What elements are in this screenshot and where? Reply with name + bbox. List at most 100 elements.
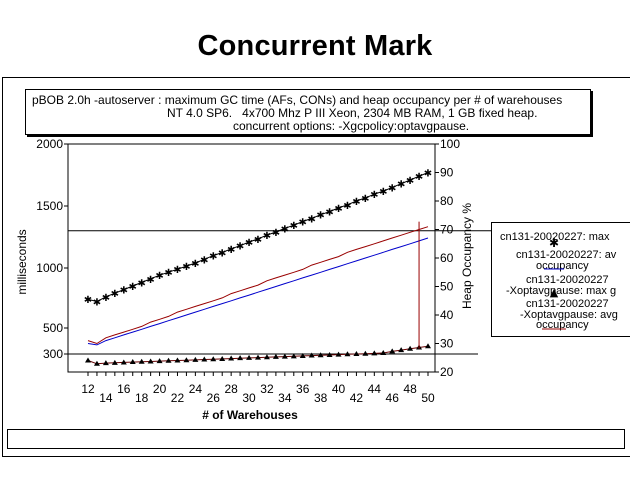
series-line-1 — [87, 237, 429, 346]
series-0-point-20: ✱ — [263, 231, 271, 242]
legend-entry-2-line-1: cn131-20020227: av — [516, 249, 617, 261]
x-tick-label-top-0: 12 — [81, 382, 95, 396]
series-2-point-6 — [138, 358, 145, 364]
y2-tick-label-6: 80 — [440, 194, 454, 208]
series-0-point-1: ✱ — [93, 298, 101, 309]
series-0-point-31: ✱ — [361, 194, 369, 205]
series-0-point-22: ✱ — [281, 224, 289, 235]
series-2-point-22 — [281, 353, 288, 359]
chart-legend: cn131-20020227: max cn131-20020227: av o… — [491, 222, 630, 337]
series-2-point-24 — [299, 352, 306, 358]
series-2-point-11 — [183, 357, 190, 363]
series-2-point-12 — [192, 356, 199, 362]
x-axis-label: # of Warehouses — [202, 408, 298, 422]
series-0-point-18: ✱ — [245, 238, 253, 249]
y2-tick-label-5: 70 — [440, 223, 454, 237]
x-tick-label-top-5: 32 — [260, 382, 274, 396]
series-0-point-17: ✱ — [236, 242, 244, 253]
legend-entry-1-line-1: cn131-20020227: max — [500, 231, 610, 243]
y-tick-label-2: 1000 — [36, 261, 63, 275]
x-tick-label-top-7: 40 — [332, 382, 346, 396]
y2-tick-label-7: 90 — [440, 166, 454, 180]
series-line-3 — [87, 226, 429, 345]
series-2-point-9 — [165, 357, 172, 363]
series-0-point-0: ✱ — [84, 295, 92, 306]
legend-entry-4-line-3: occupancy — [536, 319, 589, 331]
x-tick-label-bottom-7: 42 — [350, 391, 364, 405]
series-0-point-4: ✱ — [120, 286, 128, 297]
x-tick-label-bottom-9: 50 — [421, 391, 435, 405]
series-0-point-13: ✱ — [200, 255, 208, 266]
series-0-point-33: ✱ — [379, 187, 387, 198]
legend-swatches: ✱ ▲ — [542, 236, 566, 330]
x-tick-label-bottom-8: 46 — [386, 391, 400, 405]
series-2-point-18 — [246, 354, 253, 360]
series-0-point-36: ✱ — [406, 176, 414, 187]
x-tick-label-top-2: 20 — [153, 382, 167, 396]
series-0-point-21: ✱ — [272, 228, 280, 239]
series-2-point-3 — [111, 359, 118, 365]
series-2-point-13 — [201, 356, 208, 362]
series-2-point-38 — [425, 343, 431, 349]
y2-tick-label-1: 30 — [440, 337, 454, 351]
series-2-point-7 — [147, 358, 154, 364]
series-line-0 — [87, 172, 429, 303]
series-0-point-5: ✱ — [129, 282, 137, 293]
series-0-point-16: ✱ — [227, 245, 235, 256]
series-2-point-8 — [156, 358, 163, 364]
series-2-point-34 — [389, 348, 396, 354]
y2-axis-label: Heap Occupancy % — [460, 203, 474, 309]
series-2-point-14 — [210, 356, 217, 362]
series-0-point-9: ✱ — [164, 268, 172, 279]
y2-tick-label-3: 50 — [440, 280, 454, 294]
series-0-point-3: ✱ — [111, 289, 119, 300]
legend-entry-4-line-2: -Xoptavgpause: avg — [520, 309, 618, 321]
series-2-point-19 — [255, 354, 261, 360]
series-2-point-10 — [174, 357, 181, 363]
series-2-point-33 — [380, 349, 387, 355]
series-0-point-7: ✱ — [146, 275, 154, 286]
legend-entry-3-line-1: cn131-20020227 — [526, 274, 609, 286]
series-2-point-15 — [219, 355, 226, 361]
y-axis-label: milliseconds — [15, 229, 29, 294]
series-2-point-30 — [353, 351, 360, 356]
y-tick-label-0: 300 — [43, 347, 63, 361]
legend-entry-4-line-1: cn131-20020227 — [526, 298, 609, 310]
x-tick-label-top-1: 16 — [117, 382, 131, 396]
series-0-point-32: ✱ — [370, 190, 378, 201]
series-2-point-5 — [129, 359, 136, 365]
series-2-point-17 — [237, 355, 244, 361]
y-tick-label-3: 1500 — [36, 199, 63, 213]
chart-frame — [2, 77, 630, 457]
series-0-point-28: ✱ — [334, 204, 342, 215]
legend-star-marker: ✱ — [549, 236, 559, 250]
series-2-point-0 — [85, 357, 91, 363]
series-0-point-35: ✱ — [397, 180, 405, 191]
series-2-point-20 — [263, 354, 270, 360]
series-2-point-36 — [407, 345, 414, 351]
series-2-point-28 — [335, 351, 342, 357]
series-0-point-2: ✱ — [102, 293, 110, 304]
series-2-point-1 — [93, 360, 100, 366]
x-tick-label-bottom-5: 34 — [278, 391, 292, 405]
series-0-point-19: ✱ — [254, 235, 262, 246]
x-tick-label-bottom-4: 30 — [242, 391, 256, 405]
subtitle-line-2: NT 4.0 SP6. 4x700 Mhz P III Xeon, 2304 M… — [167, 106, 538, 120]
x-tick-label-top-4: 28 — [224, 382, 238, 396]
subtitle-line-3: concurrent options: -Xgcpolicy:optavgpau… — [233, 119, 470, 133]
series-2-point-23 — [290, 353, 297, 359]
series-0-point-25: ✱ — [307, 214, 315, 225]
series-0-point-11: ✱ — [182, 262, 190, 273]
series-0-point-6: ✱ — [137, 278, 145, 289]
series-2-point-29 — [344, 351, 351, 357]
series-2-point-35 — [398, 347, 405, 353]
series-2-point-32 — [371, 350, 378, 356]
x-tick-label-bottom-6: 38 — [314, 391, 328, 405]
x-tick-label-top-3: 24 — [189, 382, 203, 396]
series-0-point-34: ✱ — [388, 183, 396, 194]
series-0-point-12: ✱ — [191, 259, 199, 270]
series-0-point-23: ✱ — [290, 221, 298, 232]
plot-border — [67, 143, 436, 373]
slide-title: Concurrent Mark — [197, 30, 433, 62]
